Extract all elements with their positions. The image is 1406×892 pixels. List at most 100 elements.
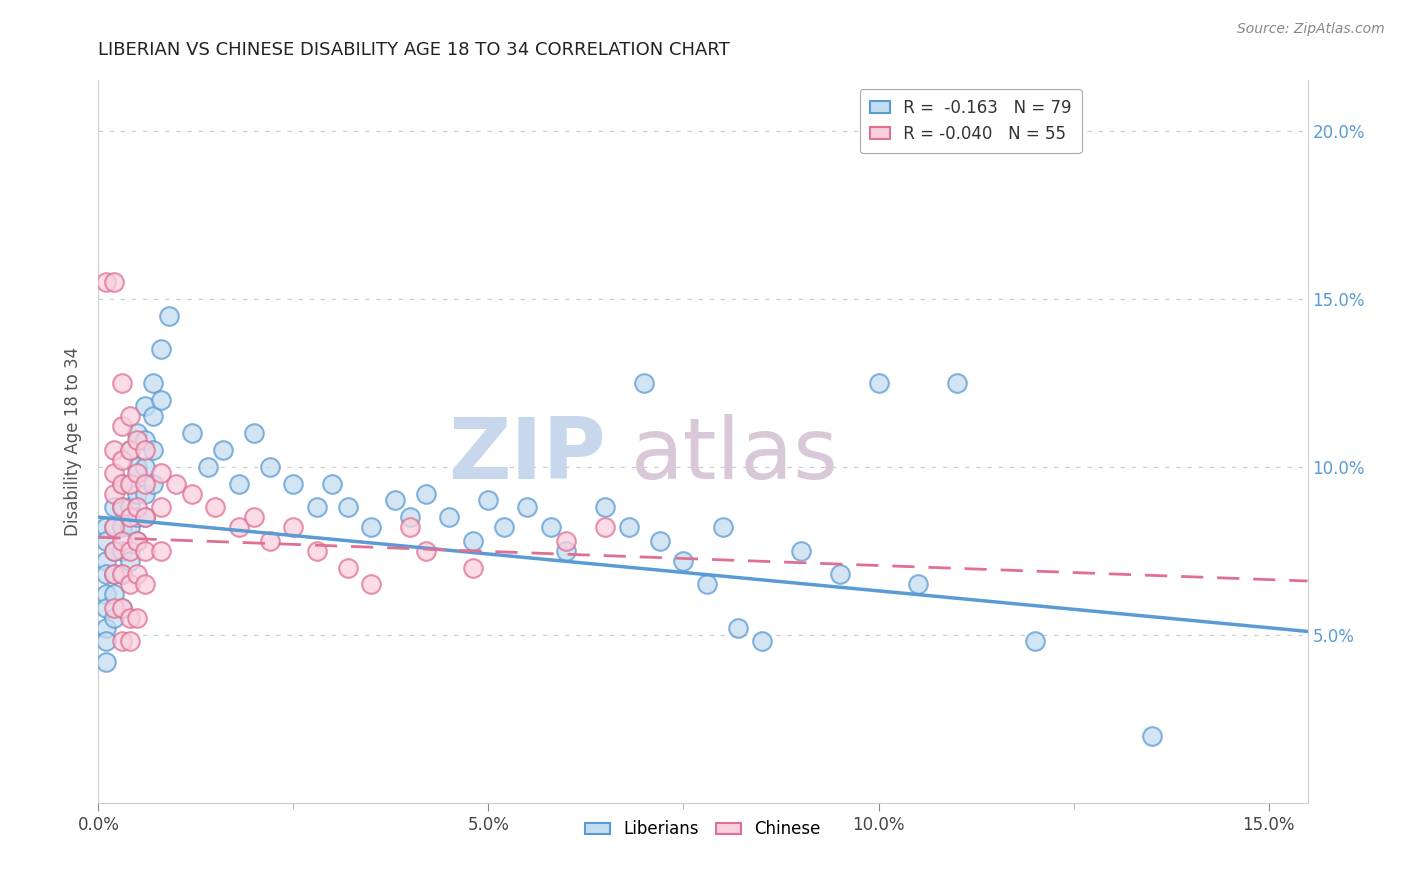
Point: [96, 567, 118, 582]
Point: [165, 476, 187, 491]
Point: [283, 520, 305, 534]
Point: [118, 634, 141, 648]
Point: [157, 309, 180, 323]
Point: [127, 433, 149, 447]
Point: [727, 621, 749, 635]
Point: [751, 634, 773, 648]
Point: [103, 442, 125, 457]
Point: [103, 600, 125, 615]
Point: [134, 433, 156, 447]
Point: [118, 500, 141, 514]
Point: [672, 554, 695, 568]
Point: [555, 543, 578, 558]
Point: [111, 453, 134, 467]
Point: [399, 520, 422, 534]
Point: [103, 520, 125, 534]
Point: [111, 567, 134, 582]
Point: [127, 533, 149, 548]
Point: [1140, 729, 1163, 743]
Point: [96, 554, 118, 568]
Point: [118, 442, 141, 457]
Point: [134, 459, 156, 474]
Point: [142, 476, 165, 491]
Point: [360, 520, 382, 534]
Point: [103, 567, 125, 582]
Point: [111, 476, 134, 491]
Point: [283, 476, 305, 491]
Point: [103, 275, 125, 289]
Point: [103, 486, 125, 500]
Point: [103, 467, 125, 481]
Point: [633, 376, 655, 390]
Point: [134, 543, 156, 558]
Point: [118, 543, 141, 558]
Point: [103, 520, 125, 534]
Point: [696, 577, 718, 591]
Point: [96, 634, 118, 648]
Point: [197, 459, 219, 474]
Point: [142, 409, 165, 424]
Point: [789, 543, 811, 558]
Legend: Liberians, Chinese: Liberians, Chinese: [579, 814, 827, 845]
Point: [212, 442, 235, 457]
Point: [439, 510, 461, 524]
Point: [96, 275, 118, 289]
Point: [228, 520, 250, 534]
Point: [127, 533, 149, 548]
Point: [111, 567, 134, 582]
Point: [127, 486, 149, 500]
Point: [204, 500, 226, 514]
Point: [321, 476, 343, 491]
Point: [305, 543, 328, 558]
Point: [127, 567, 149, 582]
Point: [127, 467, 149, 481]
Point: [1024, 634, 1046, 648]
Point: [134, 399, 156, 413]
Point: [415, 543, 437, 558]
Point: [555, 533, 578, 548]
Point: [134, 577, 156, 591]
Point: [111, 520, 134, 534]
Point: [103, 500, 125, 514]
Text: Source: ZipAtlas.com: Source: ZipAtlas.com: [1237, 22, 1385, 37]
Point: [259, 459, 281, 474]
Point: [96, 533, 118, 548]
Point: [360, 577, 382, 591]
Point: [96, 621, 118, 635]
Point: [127, 611, 149, 625]
Point: [111, 600, 134, 615]
Point: [384, 493, 406, 508]
Point: [142, 376, 165, 390]
Point: [111, 533, 134, 548]
Point: [134, 486, 156, 500]
Point: [111, 419, 134, 434]
Point: [181, 426, 204, 441]
Point: [149, 467, 172, 481]
Point: [259, 533, 281, 548]
Point: [305, 500, 328, 514]
Point: [828, 567, 851, 582]
Point: [118, 442, 141, 457]
Point: [149, 392, 172, 407]
Point: [96, 600, 118, 615]
Point: [595, 520, 617, 534]
Text: atlas: atlas: [630, 415, 838, 498]
Point: [181, 486, 204, 500]
Point: [127, 426, 149, 441]
Point: [127, 500, 149, 514]
Point: [399, 510, 422, 524]
Point: [415, 486, 437, 500]
Point: [494, 520, 516, 534]
Point: [118, 611, 141, 625]
Point: [134, 442, 156, 457]
Point: [907, 577, 929, 591]
Point: [127, 459, 149, 474]
Point: [134, 510, 156, 524]
Point: [118, 520, 141, 534]
Point: [149, 543, 172, 558]
Point: [868, 376, 890, 390]
Point: [103, 567, 125, 582]
Point: [127, 510, 149, 524]
Point: [103, 543, 125, 558]
Point: [111, 500, 134, 514]
